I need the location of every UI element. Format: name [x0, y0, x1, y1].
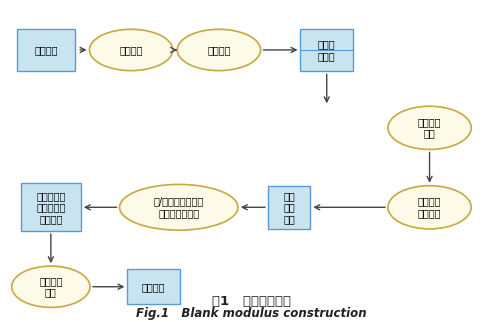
Text: 毛坯模型: 毛坯模型	[142, 282, 165, 292]
Text: 图1   毛坯数模生成: 图1 毛坯数模生成	[212, 295, 291, 308]
Text: Fig.1   Blank modulus construction: Fig.1 Blank modulus construction	[136, 307, 367, 320]
Text: 面特征
体特征: 面特征 体特征	[318, 39, 336, 61]
FancyBboxPatch shape	[17, 29, 74, 71]
Ellipse shape	[388, 106, 471, 149]
Ellipse shape	[90, 29, 173, 71]
Text: 加工面余量
补偿后零件
毛坯模型: 加工面余量 补偿后零件 毛坯模型	[36, 191, 65, 224]
FancyBboxPatch shape	[300, 29, 353, 71]
Text: 加工特征
标识: 加工特征 标识	[418, 117, 441, 139]
FancyBboxPatch shape	[127, 269, 180, 304]
Ellipse shape	[120, 185, 238, 230]
FancyBboxPatch shape	[268, 186, 310, 229]
Text: 特征识别: 特征识别	[207, 45, 231, 55]
Ellipse shape	[388, 186, 471, 229]
Text: 交叉特征
处理: 交叉特征 处理	[39, 276, 62, 298]
Text: 铸/锻后加工面识别
毛坯加工面生成: 铸/锻后加工面识别 毛坯加工面生成	[153, 196, 204, 218]
Ellipse shape	[177, 29, 261, 71]
Text: 滤除预定
义负特征: 滤除预定 义负特征	[418, 196, 441, 218]
Ellipse shape	[12, 266, 90, 308]
FancyBboxPatch shape	[21, 184, 81, 231]
Text: 实体模型: 实体模型	[119, 45, 143, 55]
Text: 零件设计: 零件设计	[34, 45, 57, 55]
Text: 滤后
零件
模型: 滤后 零件 模型	[283, 191, 295, 224]
